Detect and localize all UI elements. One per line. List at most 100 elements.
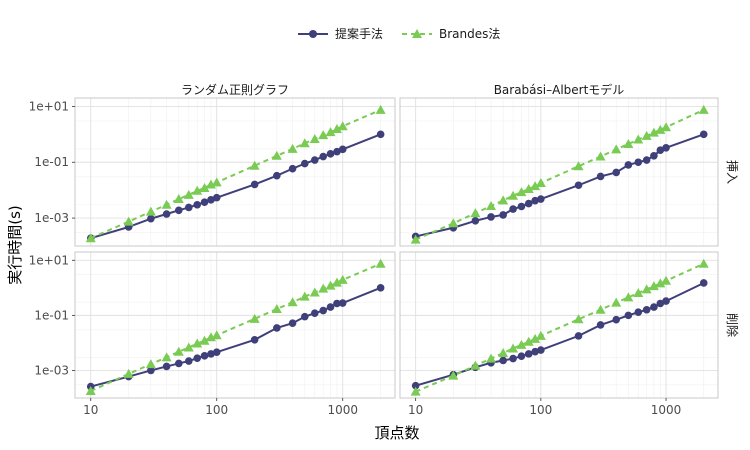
data-point-brandes bbox=[648, 281, 659, 291]
data-point-brandes bbox=[325, 127, 336, 137]
data-point-proposed bbox=[642, 156, 651, 164]
data-point-proposed bbox=[531, 196, 539, 205]
data-point-brandes bbox=[448, 218, 459, 228]
data-point-proposed bbox=[200, 198, 209, 207]
data-point-brandes bbox=[633, 134, 644, 144]
panel-background bbox=[400, 98, 718, 246]
data-point-proposed bbox=[509, 205, 517, 213]
data-point-proposed bbox=[250, 180, 259, 189]
data-point-proposed bbox=[333, 147, 341, 156]
data-point-proposed bbox=[319, 306, 328, 315]
data-point-proposed bbox=[319, 152, 328, 161]
panel bbox=[74, 97, 396, 247]
data-point-brandes bbox=[470, 208, 481, 218]
data-point-proposed bbox=[612, 168, 621, 177]
data-point-brandes bbox=[508, 190, 519, 200]
data-point-proposed bbox=[193, 200, 202, 209]
data-point-brandes bbox=[523, 184, 534, 194]
data-point-proposed bbox=[212, 348, 221, 357]
panel bbox=[399, 97, 719, 247]
axes: 1e-03 1e-01 1e+01 1e-03 1e-01 1e+01 10 100 1000 1… bbox=[29, 99, 682, 417]
data-point-brandes bbox=[530, 181, 541, 191]
data-point-proposed bbox=[338, 299, 347, 307]
data-point-brandes bbox=[173, 194, 184, 204]
data-point-brandes bbox=[331, 277, 342, 287]
y-tick-label: 1e+01 bbox=[29, 99, 69, 113]
data-point-brandes bbox=[486, 201, 497, 211]
panel-background bbox=[75, 252, 395, 398]
data-point-brandes bbox=[535, 330, 546, 340]
data-point-brandes bbox=[192, 185, 203, 195]
data-point-proposed bbox=[699, 130, 708, 139]
data-point-brandes bbox=[287, 143, 298, 153]
data-point-proposed bbox=[537, 346, 545, 354]
data-point-proposed bbox=[212, 193, 221, 202]
data-point-brandes bbox=[573, 314, 584, 324]
data-point-proposed bbox=[634, 308, 643, 317]
data-point-brandes bbox=[325, 280, 336, 290]
data-point-proposed bbox=[662, 297, 670, 305]
data-point-proposed bbox=[471, 216, 480, 225]
data-point-brandes bbox=[161, 352, 172, 362]
data-point-proposed bbox=[175, 206, 183, 215]
data-point-proposed bbox=[162, 362, 171, 371]
data-point-brandes bbox=[299, 291, 310, 301]
data-point-proposed bbox=[624, 161, 633, 169]
data-point-brandes bbox=[595, 151, 606, 161]
data-point-brandes bbox=[486, 353, 497, 363]
data-point-proposed bbox=[487, 213, 495, 221]
data-point-proposed bbox=[642, 305, 651, 314]
y-tick-label: 1e-03 bbox=[34, 211, 69, 225]
data-point-proposed bbox=[612, 315, 621, 324]
column-strip-label: Barabási–Albertモデル bbox=[494, 82, 625, 97]
data-point-brandes bbox=[211, 330, 222, 340]
x-tick-label: 10 bbox=[83, 403, 98, 417]
data-point-brandes bbox=[655, 124, 666, 134]
data-point-brandes bbox=[123, 216, 134, 226]
data-point-brandes bbox=[271, 304, 282, 314]
y-tick-label: 1e-01 bbox=[34, 155, 69, 169]
data-point-brandes bbox=[249, 160, 260, 170]
panel bbox=[399, 251, 719, 399]
data-point-brandes bbox=[698, 258, 709, 268]
data-point-proposed bbox=[650, 152, 658, 160]
data-point-proposed bbox=[326, 150, 335, 158]
data-point-proposed bbox=[326, 303, 335, 311]
legend-item: 提案手法 bbox=[298, 26, 383, 41]
data-point-brandes bbox=[573, 161, 584, 171]
panel-border bbox=[74, 251, 396, 399]
data-point-brandes bbox=[173, 346, 184, 356]
data-point-brandes bbox=[375, 258, 386, 268]
data-point-proposed bbox=[517, 202, 526, 211]
legend-label: 提案手法 bbox=[335, 26, 383, 41]
data-point-brandes bbox=[410, 386, 421, 396]
data-point-proposed bbox=[537, 195, 545, 203]
y-tick-label: 1e+01 bbox=[29, 253, 69, 267]
x-axis-title: 頂点数 bbox=[374, 424, 419, 442]
x-tick-label: 10 bbox=[408, 403, 423, 417]
x-tick-label: 1000 bbox=[327, 403, 358, 417]
data-point-brandes bbox=[655, 278, 666, 288]
y-tick-label: 1e-01 bbox=[34, 308, 69, 322]
data-point-brandes bbox=[318, 283, 329, 293]
data-point-brandes bbox=[337, 121, 348, 131]
data-point-proposed bbox=[200, 352, 209, 360]
data-point-brandes bbox=[183, 342, 194, 352]
data-point-proposed bbox=[499, 211, 507, 219]
data-point-brandes bbox=[611, 297, 622, 307]
data-point-brandes bbox=[183, 189, 194, 199]
data-point-brandes bbox=[299, 138, 310, 148]
panel-border bbox=[399, 251, 719, 399]
panel-border bbox=[399, 97, 719, 247]
column-strip-label: ランダム正則グラフ bbox=[181, 82, 289, 97]
row-strip-label: 挿入 bbox=[725, 160, 739, 184]
data-point-proposed bbox=[193, 354, 202, 362]
x-tick-label: 1000 bbox=[651, 403, 682, 417]
data-point-proposed bbox=[531, 347, 539, 356]
data-point-proposed bbox=[517, 352, 526, 360]
data-point-proposed bbox=[650, 303, 658, 311]
data-point-proposed bbox=[288, 319, 297, 327]
data-point-brandes bbox=[211, 177, 222, 187]
data-point-proposed bbox=[624, 311, 633, 320]
